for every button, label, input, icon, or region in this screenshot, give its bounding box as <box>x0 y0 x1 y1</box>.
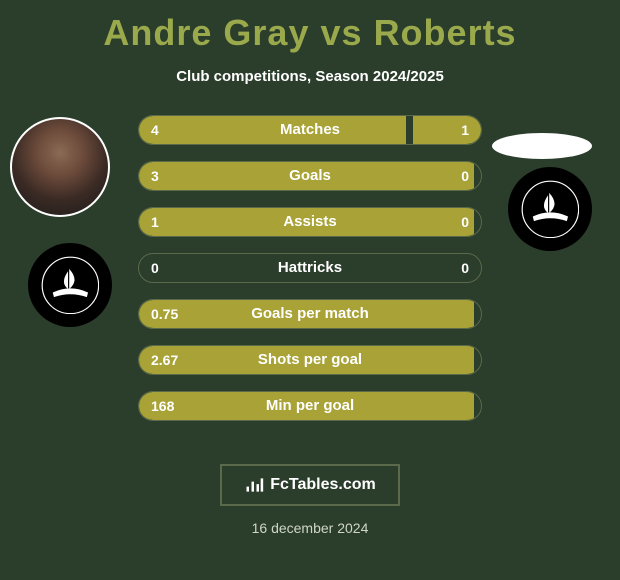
vs-text: vs <box>321 12 363 53</box>
page-title: Andre Gray vs Roberts <box>0 0 620 54</box>
player2-club-badge <box>508 167 592 251</box>
stat-row: 0.75Goals per match <box>138 299 482 329</box>
stat-label: Goals <box>139 162 481 190</box>
player1-avatar <box>10 117 110 217</box>
comparison-panel: 4Matches13Goals01Assists00Hattricks00.75… <box>0 115 620 435</box>
stat-row: 3Goals0 <box>138 161 482 191</box>
stat-value-right: 0 <box>461 208 469 236</box>
stat-label: Goals per match <box>139 300 481 328</box>
branding-text: FcTables.com <box>270 476 376 494</box>
stat-value-right: 0 <box>461 254 469 282</box>
stat-row: 2.67Shots per goal <box>138 345 482 375</box>
ship-icon <box>521 180 580 239</box>
stat-row: 0Hattricks0 <box>138 253 482 283</box>
stat-label: Matches <box>139 116 481 144</box>
stat-row: 4Matches1 <box>138 115 482 145</box>
branding-box: FcTables.com <box>220 464 400 506</box>
stat-label: Assists <box>139 208 481 236</box>
stat-row: 168Min per goal <box>138 391 482 421</box>
player2-name: Roberts <box>374 12 517 53</box>
stat-bars: 4Matches13Goals01Assists00Hattricks00.75… <box>138 115 482 437</box>
date-text: 16 december 2024 <box>0 520 620 536</box>
stat-label: Shots per goal <box>139 346 481 374</box>
stat-row: 1Assists0 <box>138 207 482 237</box>
stat-label: Min per goal <box>139 392 481 420</box>
stat-value-right: 1 <box>461 116 469 144</box>
player1-club-badge <box>28 243 112 327</box>
subtitle: Club competitions, Season 2024/2025 <box>0 68 620 85</box>
player1-name: Andre Gray <box>103 12 309 53</box>
stat-label: Hattricks <box>139 254 481 282</box>
chart-icon <box>244 475 264 495</box>
player2-avatar <box>492 133 592 159</box>
stat-value-right: 0 <box>461 162 469 190</box>
ship-icon <box>41 256 100 315</box>
